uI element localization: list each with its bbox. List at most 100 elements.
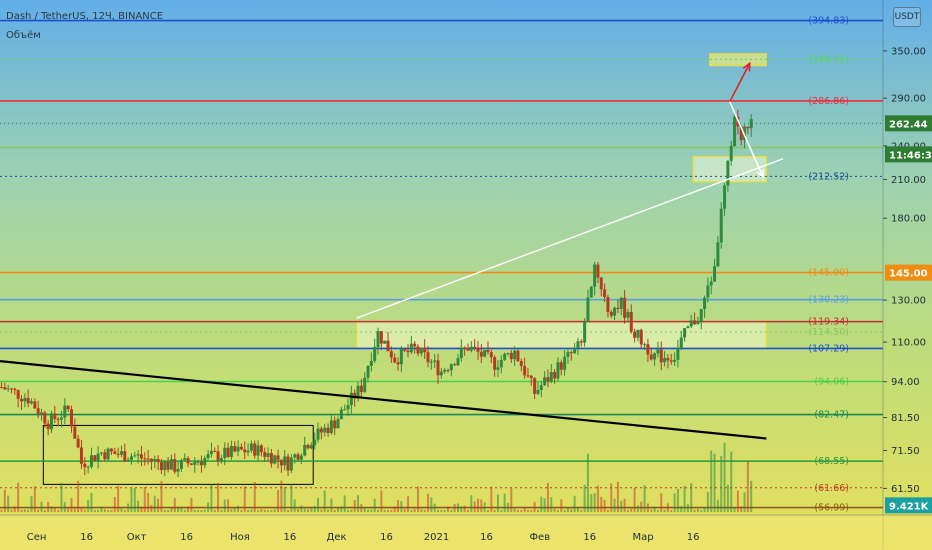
time-axis[interactable]: Сен 16 Окт 16 Ноя 16 Дек 16 2021 16 Фев 16 Мар 16 xyxy=(0,514,932,550)
volume-bar xyxy=(730,451,733,512)
volume-bar xyxy=(343,495,346,512)
volume-bar xyxy=(550,497,553,512)
candle-body xyxy=(336,419,340,429)
price-axis[interactable]: 350.00290.00240.00210.00180.00130.00110.… xyxy=(882,0,932,550)
volume-bar xyxy=(30,496,33,512)
candle-body xyxy=(329,420,333,434)
volume-bar xyxy=(33,486,36,512)
price-badge xyxy=(885,115,932,132)
volume-bar xyxy=(676,488,679,512)
candle-body xyxy=(656,349,660,354)
volume-bar xyxy=(230,508,233,512)
candle-body xyxy=(286,456,290,471)
candle-body xyxy=(259,445,263,453)
projection-line[interactable] xyxy=(728,101,764,178)
candle-body xyxy=(83,463,87,468)
candle-body xyxy=(546,377,550,382)
candle-body xyxy=(309,445,313,449)
volume-bar xyxy=(383,509,386,512)
candle-body xyxy=(76,438,80,448)
candle-body xyxy=(256,445,260,456)
candle-body xyxy=(629,311,633,332)
candle-body xyxy=(389,351,393,358)
candle-body xyxy=(73,426,77,439)
candle-body xyxy=(106,448,110,460)
volume-bar xyxy=(576,507,579,512)
candle-body xyxy=(543,377,547,386)
candle-body xyxy=(79,447,83,464)
volume-bar xyxy=(303,508,306,512)
volume-bar xyxy=(87,499,90,512)
candle-body xyxy=(479,351,483,357)
candle-body xyxy=(576,341,580,348)
volume-bar xyxy=(133,488,136,512)
volume-bar xyxy=(167,509,170,512)
volume-bar xyxy=(257,509,260,512)
candle-body xyxy=(323,427,327,433)
volume-bar xyxy=(100,506,103,512)
candle-body xyxy=(129,456,133,460)
candle-body xyxy=(139,454,143,459)
volume-bar xyxy=(300,505,303,512)
candle-body xyxy=(353,392,357,399)
volume-bar xyxy=(400,501,403,512)
volume-bar xyxy=(77,480,80,512)
volume-bar xyxy=(283,487,286,512)
volume-bar xyxy=(696,508,699,512)
volume-bar xyxy=(203,509,206,512)
volume-bar xyxy=(553,508,556,512)
candle-body xyxy=(116,454,120,456)
candle-body xyxy=(126,459,130,462)
volume-bar xyxy=(440,509,443,512)
volume-bar xyxy=(173,497,176,512)
level-label: (394.83) xyxy=(808,16,849,27)
projection-line[interactable] xyxy=(729,63,751,103)
candle-body xyxy=(349,392,353,406)
volume-bar xyxy=(643,485,646,512)
candle-body xyxy=(123,451,127,462)
candle-body xyxy=(483,350,487,357)
volume-bar xyxy=(456,503,459,512)
volume-bar xyxy=(603,499,606,512)
volume-bar xyxy=(556,509,559,512)
time-tick-label: 2021 xyxy=(424,532,449,543)
volume-bar xyxy=(586,453,589,512)
volume-indicator-label[interactable]: Объём xyxy=(6,30,41,41)
volume-bar xyxy=(183,509,186,512)
volume-bar xyxy=(320,509,323,512)
volume-bar xyxy=(656,509,659,512)
time-tick-label: Мар xyxy=(633,532,654,543)
white-trend[interactable] xyxy=(356,158,784,319)
candle-body xyxy=(663,358,667,363)
candle-body xyxy=(273,455,277,464)
volume-bar xyxy=(23,509,26,512)
volume-bar xyxy=(227,499,230,512)
candle-body xyxy=(119,451,123,455)
price-badge xyxy=(885,146,932,163)
candle-body xyxy=(476,347,480,352)
price-tick-label: 180.00 xyxy=(891,214,926,225)
candle-body xyxy=(419,347,423,354)
volume-bar xyxy=(506,502,509,512)
candle-body xyxy=(133,455,137,457)
price-tick-label: 350.00 xyxy=(891,46,926,57)
volume-bar xyxy=(736,490,739,512)
black-trend[interactable] xyxy=(0,360,767,440)
currency-button[interactable]: USDT xyxy=(893,7,921,27)
candle-body xyxy=(679,337,683,348)
volume-bar xyxy=(560,499,563,512)
volume-bar xyxy=(333,509,336,512)
volume-bar xyxy=(510,488,513,512)
volume-bar xyxy=(626,509,629,512)
candle-body xyxy=(196,461,200,463)
volume-bar xyxy=(53,507,56,512)
candle-body xyxy=(579,341,583,343)
level-label: (107.29) xyxy=(808,343,849,354)
candle-body xyxy=(69,409,73,427)
candles-layer xyxy=(0,109,753,478)
volume-bar xyxy=(113,497,116,512)
volume-bar xyxy=(690,483,693,512)
volume-bar xyxy=(490,486,493,512)
volume-bar xyxy=(740,506,743,512)
